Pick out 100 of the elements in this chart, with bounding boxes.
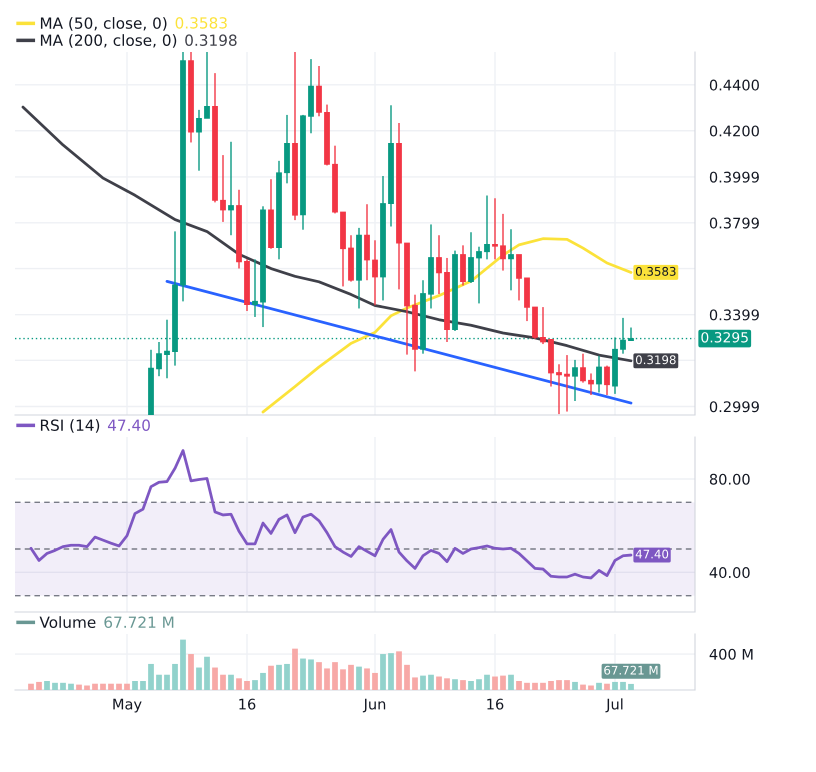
- text: 67.721 M: [104, 616, 174, 628]
- bar: [276, 664, 282, 690]
- bar: [332, 662, 338, 690]
- candlestick: [572, 359, 578, 402]
- text: 47.40: [108, 419, 150, 431]
- data-label: 0.3198: [636, 355, 676, 364]
- legend-label: MA (50, close, 0): [40, 17, 166, 31]
- text: 0.3583: [176, 17, 227, 29]
- bar: [68, 684, 74, 690]
- bar: [404, 664, 410, 690]
- bar: [580, 684, 586, 690]
- y-tick-label: 0.4200: [710, 125, 759, 136]
- candlestick: [492, 198, 498, 260]
- bar: [236, 678, 242, 690]
- bar: [468, 681, 474, 690]
- bar: [340, 669, 346, 690]
- bar: [412, 677, 418, 690]
- x-tick-label: May: [113, 698, 142, 712]
- bar: [140, 681, 146, 690]
- bar: [596, 682, 602, 690]
- candlestick: [564, 354, 570, 412]
- bar: [300, 658, 306, 690]
- bar: [428, 674, 434, 690]
- bar: [372, 672, 378, 690]
- bar: [148, 664, 154, 690]
- bar: [508, 674, 514, 690]
- ref-line-label: 0.3295: [701, 332, 748, 343]
- bar: [268, 666, 274, 690]
- bar: [348, 664, 354, 690]
- bar: [452, 679, 458, 690]
- bar: [172, 664, 178, 690]
- candlestick: [516, 254, 522, 302]
- candlestick: [596, 355, 602, 394]
- legend-label: RSI (14): [40, 419, 100, 433]
- candlestick: [556, 364, 562, 415]
- candlestick: [580, 353, 586, 384]
- candlestick: [484, 194, 490, 260]
- bar: [28, 684, 34, 690]
- candlestick: [604, 364, 610, 396]
- bar: [180, 640, 186, 690]
- bar: [500, 676, 506, 690]
- legend-label: MA (200, close, 0): [40, 34, 176, 48]
- bar: [92, 684, 98, 690]
- candlestick: [508, 228, 514, 292]
- y-tick-label: 0.3799: [710, 218, 759, 229]
- bar: [156, 674, 162, 690]
- bar: [564, 680, 570, 690]
- bar: [516, 681, 522, 690]
- candlestick: [228, 141, 234, 236]
- bar: [164, 674, 170, 690]
- data-label: 67.721 M: [604, 666, 658, 675]
- bar: [84, 686, 90, 690]
- bar: [220, 674, 226, 690]
- candlestick: [204, 52, 210, 120]
- bar: [628, 684, 634, 690]
- bar: [100, 684, 106, 690]
- y-tick-label: 80.00: [710, 474, 750, 485]
- y-tick-label: 0.4400: [710, 80, 759, 91]
- y-tick-label: 0.3399: [710, 309, 759, 320]
- y-tick-label: 40.00: [710, 567, 750, 578]
- bar: [460, 680, 466, 690]
- bar: [196, 668, 202, 690]
- bar: [52, 682, 58, 690]
- bar: [612, 682, 618, 690]
- bar: [284, 664, 290, 690]
- y-tick-label: 0.3999: [710, 172, 759, 183]
- text: Volume: [40, 616, 96, 628]
- bar: [524, 682, 530, 690]
- candlestick: [500, 213, 506, 272]
- bar: [380, 654, 386, 690]
- bar: [188, 654, 194, 690]
- bar: [60, 682, 66, 690]
- bar: [292, 648, 298, 690]
- bar: [556, 680, 562, 690]
- x-tick-label: Jun: [362, 698, 386, 712]
- candlestick: [588, 372, 594, 396]
- bar: [588, 686, 594, 690]
- bar: [444, 678, 450, 690]
- candlestick: [196, 109, 202, 172]
- data-label: 0.3583: [636, 266, 676, 276]
- bar: [316, 662, 322, 690]
- bar: [532, 682, 538, 690]
- bar: [76, 684, 82, 690]
- candlestick: [476, 246, 482, 304]
- bar: [108, 684, 114, 690]
- x-tick-label: 16: [487, 698, 504, 710]
- text: 0.3198: [185, 34, 237, 46]
- x-tick-label: Jul: [605, 698, 622, 712]
- data-label: 47.40: [636, 550, 668, 558]
- bar: [252, 680, 258, 690]
- x-tick-label: 16: [239, 698, 256, 710]
- bar: [388, 653, 394, 690]
- y-tick-label: 400 M: [710, 648, 753, 660]
- bar: [364, 668, 370, 690]
- bar: [548, 681, 554, 690]
- bar: [492, 676, 498, 690]
- bar: [356, 666, 362, 690]
- bar: [260, 672, 266, 690]
- bar: [436, 676, 442, 690]
- y-tick-label: 0.2999: [710, 401, 759, 412]
